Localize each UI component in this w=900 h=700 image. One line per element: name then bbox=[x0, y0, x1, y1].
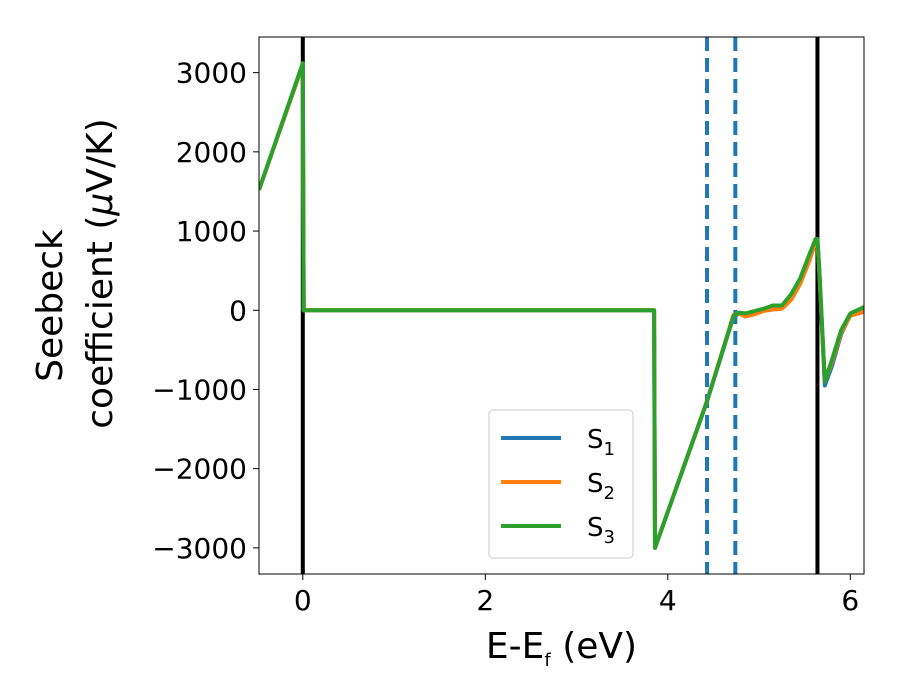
x-tick-label: 4 bbox=[659, 584, 677, 617]
y-axis-ticks: −3000 −2000 −1000 0 1000 2000 3000 bbox=[152, 57, 259, 565]
plot-frame bbox=[258, 36, 865, 575]
y-tick-label: −2000 bbox=[152, 453, 247, 486]
x-tick-label: 6 bbox=[841, 584, 859, 617]
series-group bbox=[259, 61, 864, 550]
y-tick-label: 2000 bbox=[176, 136, 247, 169]
legend-label-2: S2 bbox=[587, 469, 615, 504]
y-tick-label: 3000 bbox=[176, 57, 247, 90]
y-axis-label-line1: Seebeck bbox=[30, 229, 71, 382]
y-tick-label: 0 bbox=[229, 294, 247, 327]
legend-label-3: S3 bbox=[587, 513, 615, 548]
y-tick-label: −3000 bbox=[152, 532, 247, 565]
legend: S1 S2 S3 bbox=[488, 409, 634, 559]
x-axis-label: E-Ef (eV) bbox=[486, 626, 637, 671]
x-tick-label: 0 bbox=[294, 584, 312, 617]
y-tick-label: −1000 bbox=[152, 373, 247, 406]
legend-label-1: S1 bbox=[587, 425, 615, 460]
y-tick-label: 1000 bbox=[176, 215, 247, 248]
x-axis-ticks: 0 2 4 6 bbox=[294, 574, 859, 617]
y-axis-label-line2: coefficient (μV/K) bbox=[80, 118, 121, 428]
series-line-3 bbox=[259, 61, 864, 550]
x-tick-label: 2 bbox=[476, 584, 494, 617]
y-axis-label: Seebeck coefficient (μV/K) bbox=[30, 118, 121, 428]
